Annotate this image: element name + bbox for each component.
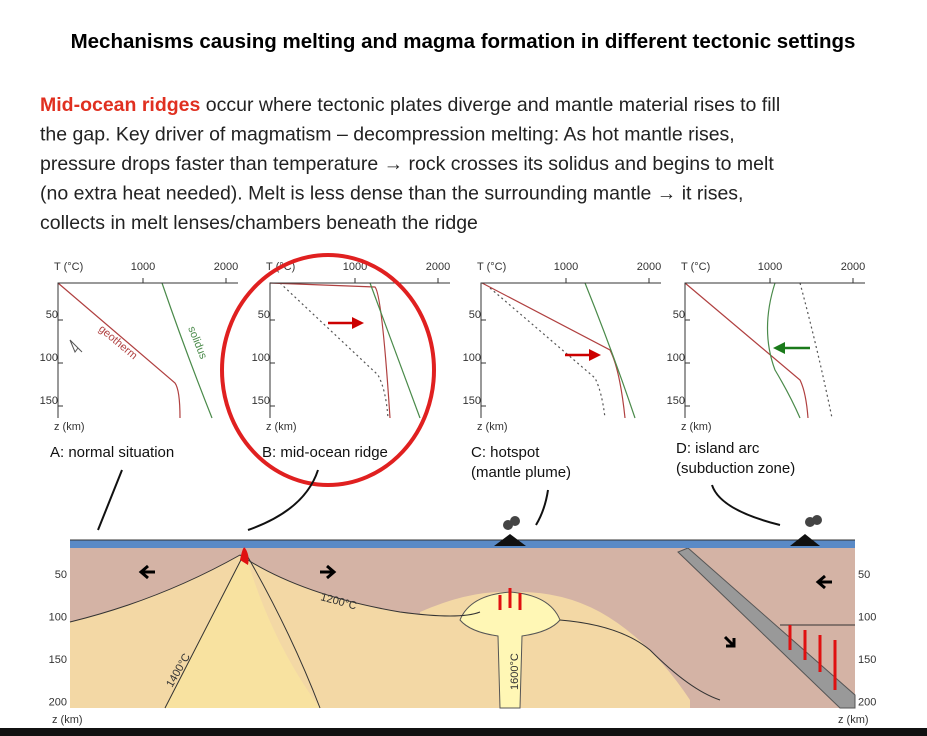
tick-label: 2000	[426, 261, 450, 273]
depth-label: 200	[49, 697, 67, 709]
axes	[57, 282, 238, 418]
depth-label: 50	[673, 309, 685, 321]
caption: (subduction zone)	[676, 460, 795, 477]
depth-label: 100	[858, 612, 876, 624]
depth-label: 100	[667, 352, 685, 364]
highlight: Mid-ocean ridges	[40, 94, 201, 116]
tick-label: 1000	[343, 261, 367, 273]
panel-arrows	[69, 317, 810, 361]
tick-label: 2000	[841, 261, 865, 273]
depth-label: 50	[858, 569, 870, 581]
depth-label: 50	[55, 569, 67, 581]
cross-section	[69, 515, 856, 709]
depth-axis-title: z (km)	[266, 421, 297, 433]
paragraph: Mid-ocean ridges occur where tectonic pl…	[40, 94, 780, 234]
depth-label: 150	[49, 654, 67, 666]
axes	[480, 282, 661, 418]
depth-label: 100	[252, 352, 270, 364]
tick-label: 2000	[637, 261, 661, 273]
axis-title: T (°C)	[681, 261, 710, 273]
paragraph-line: Mid-ocean ridges occur where tectonic pl…	[40, 94, 780, 116]
depth-axis-title: z (km)	[54, 421, 85, 433]
axes	[684, 282, 865, 418]
depth-axis-title: z (km)	[681, 421, 712, 433]
caption: B: mid-ocean ridge	[262, 444, 388, 461]
panel: T (°C) 1000 2000 50 100 150 z (km)	[463, 261, 662, 433]
depth-label: 150	[667, 395, 685, 407]
slide-title: Mechanisms causing melting and magma for…	[71, 30, 856, 53]
tick-label: 1000	[554, 261, 578, 273]
line-text: occur where tectonic plates diverge and …	[200, 94, 780, 116]
connectors	[97, 469, 781, 531]
depth-axis-title: z (km)	[52, 714, 83, 726]
caption: (mantle plume)	[471, 464, 571, 481]
depth-label: 150	[252, 395, 270, 407]
bottom-bar	[0, 728, 927, 736]
caption: D: island arc	[676, 440, 760, 457]
caption: C: hotspot	[471, 444, 540, 461]
depth-label: 150	[463, 395, 481, 407]
depth-label: 200	[858, 697, 876, 709]
highlight-circle	[220, 253, 436, 487]
depth-label: 150	[40, 395, 58, 407]
depth-label: 100	[49, 612, 67, 624]
depth-label: 50	[46, 309, 58, 321]
depth-label: 100	[463, 352, 481, 364]
depth-label: 50	[258, 309, 270, 321]
depth-axis-title: z (km)	[477, 421, 508, 433]
paragraph-line: (no extra heat needed). Melt is less den…	[40, 183, 743, 205]
panel: T (°C) 1000 2000 50 100 150 z (km)	[667, 261, 866, 433]
axes	[269, 282, 450, 418]
panel-curves	[57, 282, 833, 419]
depth-label: 100	[40, 352, 58, 364]
tick-label: 1000	[131, 261, 155, 273]
axis-title: T (°C)	[477, 261, 506, 273]
axis-title: T (°C)	[54, 261, 83, 273]
depth-label: 150	[858, 654, 876, 666]
depth-axis-title: z (km)	[838, 714, 869, 726]
paragraph-line: collects in melt lenses/chambers beneath…	[40, 212, 478, 234]
paragraph-line: pressure drops faster than temperature →…	[40, 153, 774, 175]
panel: T (°C) 1000 2000 50 100 150 z (km)	[40, 261, 239, 433]
tick-label: 2000	[214, 261, 238, 273]
isotherm-label: 1600°C	[509, 653, 521, 690]
caption: A: normal situation	[50, 444, 174, 461]
tick-label: 1000	[758, 261, 782, 273]
paragraph-line: the gap. Key driver of magmatism – decom…	[40, 124, 735, 146]
depth-label: 50	[469, 309, 481, 321]
